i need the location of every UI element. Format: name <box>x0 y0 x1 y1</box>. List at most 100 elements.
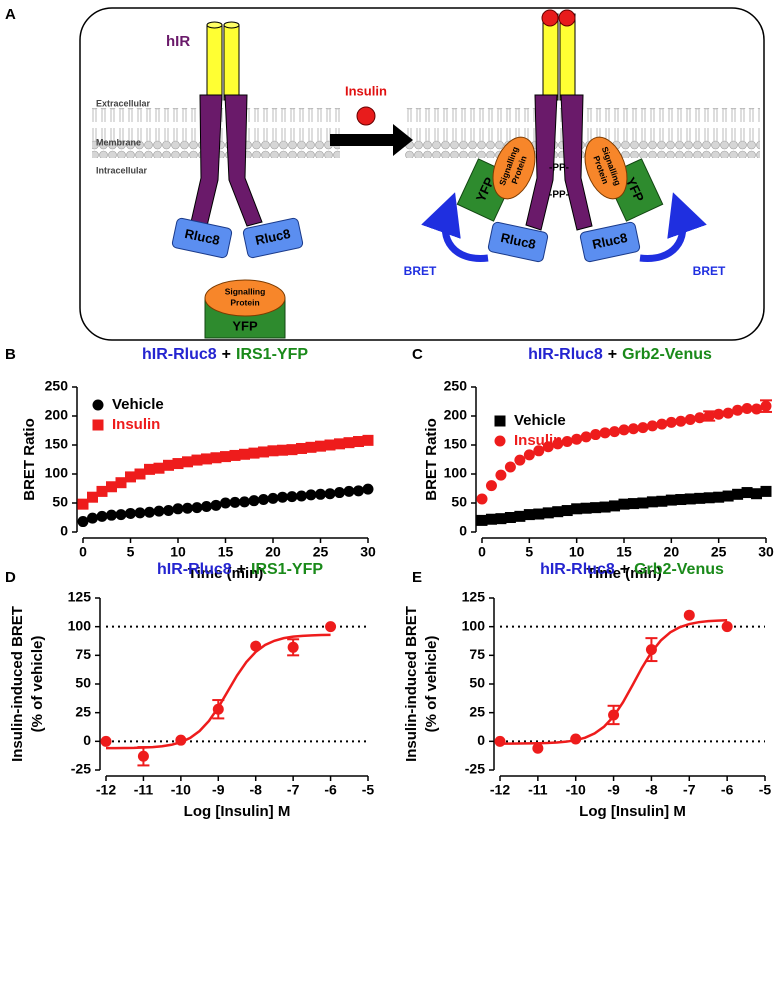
data-point <box>646 496 658 508</box>
data-point <box>96 485 108 497</box>
data-point <box>315 440 326 452</box>
data-point <box>684 413 696 425</box>
x-axis-label: Time (min) <box>586 565 662 582</box>
data-point <box>172 458 184 470</box>
data-point <box>552 438 564 450</box>
data-point <box>334 438 345 450</box>
title-segment: + <box>237 561 246 578</box>
y-tick-label: 50 <box>75 675 91 691</box>
y-axis-label: BRET Ratio <box>21 418 38 501</box>
data-point <box>561 436 573 448</box>
chart-title: hIR-Rluc8 + IRS1-YFP <box>142 346 308 363</box>
y-tick-label: 25 <box>75 703 91 719</box>
receptor-alpha <box>542 13 559 101</box>
data-point <box>514 510 526 522</box>
data-point <box>296 490 307 502</box>
data-point <box>286 444 298 456</box>
data-point <box>212 703 224 715</box>
data-point <box>362 483 374 495</box>
rluc8-label: Rluc8 <box>499 230 537 252</box>
signalling-protein: Signalling Protein <box>584 136 628 200</box>
x-tick-label: 20 <box>664 544 680 560</box>
data-point <box>645 644 657 656</box>
y-tick-label: 50 <box>469 675 485 691</box>
data-point <box>134 468 146 480</box>
ligand-label: Insulin <box>345 83 387 98</box>
data-point <box>504 461 516 473</box>
x-tick-label: 20 <box>265 544 281 560</box>
data-point <box>100 735 112 747</box>
arrow-head <box>393 124 413 156</box>
x-axis-label: Log [Insulin] M <box>184 803 291 820</box>
receptor-cap <box>223 21 240 29</box>
y-tick-label: 100 <box>45 465 69 481</box>
signalling-protein-label: Signalling <box>225 286 266 296</box>
y-tick-label: 200 <box>45 407 69 423</box>
diagram-frame <box>79 7 765 341</box>
data-point <box>665 416 677 428</box>
data-point <box>220 451 231 463</box>
bret-label: BRET <box>404 264 437 278</box>
data-point <box>552 506 564 518</box>
data-point <box>751 403 763 415</box>
data-point <box>163 505 174 517</box>
signalling-protein <box>204 279 286 317</box>
y-tick-label: 75 <box>469 646 485 662</box>
chart-title: hIR-Rluc8 + IRS1-YFP <box>157 561 323 578</box>
x-tick-label: -11 <box>528 782 548 798</box>
data-point <box>324 488 336 500</box>
title-segment: hIR-Rluc8 <box>540 561 615 578</box>
data-point <box>153 462 165 474</box>
x-tick-label: -9 <box>607 782 620 798</box>
y-tick-label: 125 <box>462 589 486 605</box>
x-tick-label: 10 <box>170 544 186 560</box>
data-point <box>514 454 526 466</box>
x-tick-label: -7 <box>287 782 300 798</box>
y-tick-label: 200 <box>444 407 468 423</box>
data-point <box>580 502 592 514</box>
x-tick-label: -5 <box>759 782 772 798</box>
data-point <box>722 407 734 419</box>
data-point <box>172 503 184 515</box>
data-point <box>248 447 260 459</box>
data-point <box>722 490 734 502</box>
y-tick-label: 50 <box>52 494 68 510</box>
title-segment: + <box>620 561 629 578</box>
data-point <box>325 621 337 633</box>
data-point <box>248 495 260 507</box>
panel-letter: E <box>412 569 422 586</box>
data-point <box>675 415 687 427</box>
title-segment: Grb2-Venus <box>622 346 712 363</box>
data-point <box>732 488 744 500</box>
data-point <box>694 492 706 504</box>
legend-marker <box>494 435 506 447</box>
data-point <box>77 516 89 528</box>
y-axis-label: BRET Ratio <box>423 418 440 501</box>
y-tick-label: -25 <box>71 761 91 777</box>
insulin <box>558 9 576 27</box>
receptor-beta <box>224 94 263 227</box>
data-point <box>703 492 715 504</box>
receptor-alpha <box>559 13 576 101</box>
data-point <box>542 507 554 519</box>
legend-marker <box>92 419 104 431</box>
x-tick-label: -9 <box>212 782 225 798</box>
phospho-label: -PP- <box>549 190 569 201</box>
rluc8: Rluc8 <box>242 217 304 259</box>
legend-marker <box>494 415 506 427</box>
data-point <box>476 493 488 505</box>
data-point <box>627 423 639 435</box>
x-axis-label: Time (min) <box>188 565 264 582</box>
data-point <box>646 420 658 432</box>
data-point <box>495 469 507 481</box>
data-point <box>343 437 355 449</box>
bret-label: BRET <box>693 264 726 278</box>
data-point <box>305 489 317 501</box>
data-point <box>570 733 582 745</box>
data-point <box>287 641 299 653</box>
data-point <box>618 498 630 510</box>
data-point <box>741 402 753 414</box>
title-segment: IRS1-YFP <box>251 561 323 578</box>
